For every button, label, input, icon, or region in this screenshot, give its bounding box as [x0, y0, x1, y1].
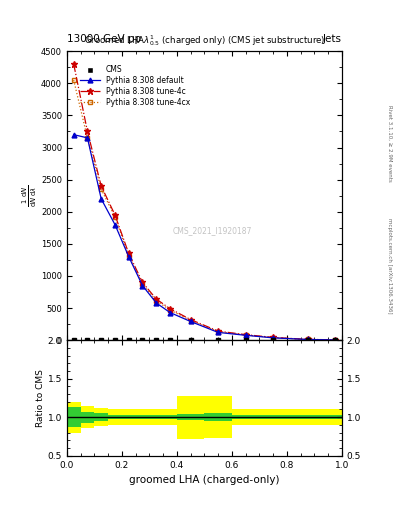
- Pythia 8.308 default: [99, 196, 104, 202]
- Pythia 8.308 tune-4cx: [154, 297, 159, 304]
- Pythia 8.308 tune-4c: [154, 296, 159, 302]
- Pythia 8.308 tune-4c: [188, 316, 193, 323]
- Bar: [67, 407, 81, 427]
- Bar: [81, 412, 94, 422]
- Bar: [94, 408, 108, 426]
- Line: Pythia 8.308 tune-4cx: Pythia 8.308 tune-4cx: [71, 78, 338, 343]
- Pythia 8.308 default: [216, 329, 220, 335]
- Pythia 8.308 tune-4cx: [85, 135, 90, 141]
- Bar: [328, 410, 342, 425]
- Pythia 8.308 tune-4c: [243, 332, 248, 338]
- Pythia 8.308 tune-4cx: [305, 336, 310, 343]
- Pythia 8.308 tune-4cx: [188, 317, 193, 324]
- Legend: CMS, Pythia 8.308 default, Pythia 8.308 tune-4c, Pythia 8.308 tune-4cx: CMS, Pythia 8.308 default, Pythia 8.308 …: [79, 63, 191, 109]
- Line: Pythia 8.308 tune-4c: Pythia 8.308 tune-4c: [70, 60, 338, 344]
- Bar: [204, 413, 232, 421]
- Pythia 8.308 default: [333, 337, 338, 343]
- Pythia 8.308 tune-4c: [99, 183, 104, 189]
- Bar: [328, 415, 342, 419]
- Text: Rivet 3.1.10, ≥ 2.9M events: Rivet 3.1.10, ≥ 2.9M events: [387, 105, 392, 182]
- Text: CMS_2021_I1920187: CMS_2021_I1920187: [173, 226, 252, 235]
- Bar: [287, 415, 328, 419]
- Pythia 8.308 tune-4cx: [99, 186, 104, 193]
- Bar: [108, 410, 122, 425]
- Pythia 8.308 tune-4c: [271, 334, 275, 340]
- Pythia 8.308 default: [168, 309, 173, 315]
- Bar: [94, 413, 108, 421]
- Pythia 8.308 default: [113, 222, 118, 228]
- X-axis label: groomed LHA (charged-only): groomed LHA (charged-only): [129, 475, 279, 485]
- Pythia 8.308 default: [271, 335, 275, 341]
- Pythia 8.308 default: [243, 332, 248, 338]
- Pythia 8.308 default: [127, 253, 131, 260]
- Pythia 8.308 tune-4c: [85, 129, 90, 135]
- Bar: [259, 415, 287, 419]
- Bar: [122, 415, 136, 419]
- Pythia 8.308 default: [72, 132, 76, 138]
- Bar: [122, 410, 136, 425]
- Bar: [67, 402, 81, 433]
- Pythia 8.308 tune-4c: [305, 336, 310, 343]
- Pythia 8.308 tune-4cx: [271, 334, 275, 340]
- Pythia 8.308 tune-4c: [333, 337, 338, 343]
- Pythia 8.308 default: [305, 336, 310, 343]
- Pythia 8.308 tune-4cx: [243, 332, 248, 338]
- Y-axis label: $\frac{1}{\mathrm{d}N}\frac{\mathrm{d}N}{\mathrm{d}\lambda}$: $\frac{1}{\mathrm{d}N}\frac{\mathrm{d}N}…: [21, 185, 39, 207]
- Pythia 8.308 tune-4cx: [333, 337, 338, 343]
- Pythia 8.308 default: [140, 283, 145, 289]
- Bar: [204, 396, 232, 438]
- Pythia 8.308 tune-4cx: [168, 307, 173, 313]
- Text: 13000 GeV pp: 13000 GeV pp: [67, 33, 141, 44]
- Pythia 8.308 tune-4cx: [140, 281, 145, 287]
- Bar: [149, 410, 163, 425]
- Bar: [259, 410, 287, 425]
- Line: Pythia 8.308 default: Pythia 8.308 default: [71, 132, 338, 343]
- Pythia 8.308 tune-4c: [127, 250, 131, 257]
- Pythia 8.308 tune-4c: [113, 212, 118, 218]
- Text: mcplots.cern.ch [arXiv:1306.3436]: mcplots.cern.ch [arXiv:1306.3436]: [387, 219, 392, 314]
- Pythia 8.308 tune-4c: [140, 279, 145, 285]
- Bar: [136, 410, 149, 425]
- Pythia 8.308 tune-4cx: [113, 214, 118, 220]
- Pythia 8.308 tune-4c: [168, 306, 173, 312]
- Bar: [287, 410, 328, 425]
- Bar: [177, 414, 204, 420]
- Pythia 8.308 tune-4cx: [216, 329, 220, 335]
- Bar: [136, 415, 149, 419]
- Pythia 8.308 default: [85, 135, 90, 141]
- Pythia 8.308 default: [154, 300, 159, 306]
- Bar: [108, 415, 122, 419]
- Bar: [163, 410, 177, 425]
- Pythia 8.308 tune-4c: [216, 328, 220, 334]
- Bar: [232, 415, 259, 419]
- Pythia 8.308 tune-4cx: [127, 253, 131, 259]
- Bar: [177, 396, 204, 439]
- Text: Groomed LHA$\lambda^1_{0.5}$ (charged only) (CMS jet substructure): Groomed LHA$\lambda^1_{0.5}$ (charged on…: [84, 33, 325, 48]
- Pythia 8.308 default: [188, 318, 193, 325]
- Bar: [81, 407, 94, 428]
- Bar: [232, 410, 259, 425]
- Bar: [163, 415, 177, 419]
- Pythia 8.308 tune-4c: [72, 61, 76, 67]
- Bar: [149, 415, 163, 419]
- Pythia 8.308 tune-4cx: [72, 77, 76, 83]
- Y-axis label: Ratio to CMS: Ratio to CMS: [36, 369, 45, 427]
- Text: Jets: Jets: [323, 33, 342, 44]
